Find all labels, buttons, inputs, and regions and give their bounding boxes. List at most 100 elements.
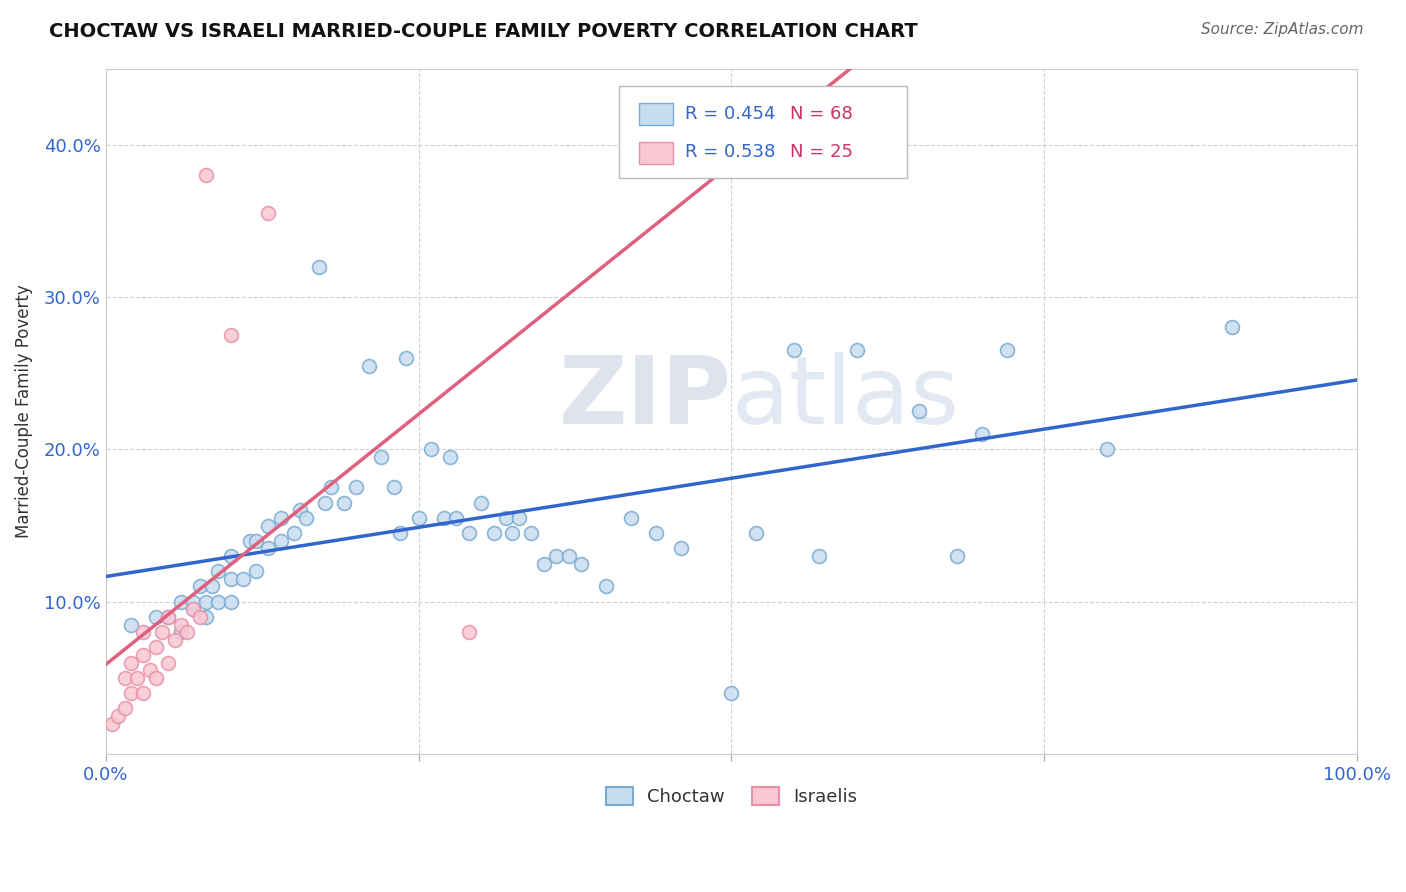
Point	[150, 625, 173, 640]
Point	[219, 572, 242, 586]
Point	[482, 526, 505, 541]
Point	[207, 595, 229, 609]
Point	[107, 709, 129, 723]
Point	[520, 526, 543, 541]
Point	[457, 625, 479, 640]
Point	[945, 549, 967, 563]
Point	[157, 610, 180, 624]
Point	[245, 533, 267, 548]
Point	[114, 671, 136, 685]
Point	[201, 579, 224, 593]
Point	[270, 533, 292, 548]
Point	[388, 526, 411, 541]
Point	[101, 716, 124, 731]
FancyBboxPatch shape	[638, 142, 672, 164]
Point	[645, 526, 668, 541]
Point	[207, 564, 229, 578]
Point	[170, 625, 193, 640]
Point	[720, 686, 742, 700]
Point	[183, 595, 205, 609]
Point	[995, 343, 1018, 358]
Point	[970, 427, 993, 442]
Point	[283, 526, 305, 541]
Text: CHOCTAW VS ISRAELI MARRIED-COUPLE FAMILY POVERTY CORRELATION CHART: CHOCTAW VS ISRAELI MARRIED-COUPLE FAMILY…	[49, 22, 918, 41]
Point	[188, 610, 211, 624]
Point	[319, 480, 342, 494]
Point	[595, 579, 617, 593]
Point	[508, 511, 530, 525]
Point	[533, 557, 555, 571]
Point	[408, 511, 430, 525]
Point	[219, 595, 242, 609]
Point	[232, 572, 254, 586]
Point	[132, 686, 155, 700]
Point	[745, 526, 768, 541]
Point	[370, 450, 392, 464]
Point	[783, 343, 806, 358]
Point	[314, 496, 336, 510]
Point	[295, 511, 318, 525]
Text: ZIP: ZIP	[558, 351, 731, 443]
Point	[219, 549, 242, 563]
Point	[157, 656, 180, 670]
Y-axis label: Married-Couple Family Poverty: Married-Couple Family Poverty	[15, 285, 32, 538]
Point	[188, 579, 211, 593]
Point	[114, 701, 136, 715]
Point	[194, 595, 217, 609]
Point	[145, 671, 167, 685]
Text: N = 68: N = 68	[790, 104, 853, 123]
Point	[132, 648, 155, 662]
Point	[1220, 320, 1243, 334]
Point	[194, 610, 217, 624]
Point	[194, 168, 217, 182]
FancyBboxPatch shape	[638, 103, 672, 126]
Point	[569, 557, 592, 571]
Point	[170, 595, 193, 609]
Point	[395, 351, 418, 365]
Point	[239, 533, 262, 548]
Point	[470, 496, 492, 510]
Point	[620, 511, 643, 525]
Point	[120, 617, 142, 632]
Point	[176, 625, 198, 640]
Point	[546, 549, 568, 563]
Point	[308, 260, 330, 274]
Text: R = 0.538: R = 0.538	[685, 143, 776, 161]
Point	[420, 442, 443, 457]
Point	[127, 671, 149, 685]
Point	[257, 541, 280, 556]
Point	[145, 610, 167, 624]
Text: N = 25: N = 25	[790, 143, 853, 161]
Point	[344, 480, 367, 494]
Point	[495, 511, 517, 525]
Point	[183, 602, 205, 616]
Point	[501, 526, 523, 541]
Point	[132, 625, 155, 640]
FancyBboxPatch shape	[619, 86, 907, 178]
Point	[145, 640, 167, 655]
Point	[157, 610, 180, 624]
Point	[671, 541, 693, 556]
Point	[163, 632, 186, 647]
Point	[439, 450, 461, 464]
Text: Source: ZipAtlas.com: Source: ZipAtlas.com	[1201, 22, 1364, 37]
Point	[808, 549, 831, 563]
Point	[245, 564, 267, 578]
Point	[845, 343, 868, 358]
Point	[433, 511, 456, 525]
Point	[1095, 442, 1118, 457]
Point	[288, 503, 311, 517]
Point	[257, 518, 280, 533]
Point	[382, 480, 405, 494]
Point	[457, 526, 479, 541]
Point	[257, 206, 280, 220]
Legend: Choctaw, Israelis: Choctaw, Israelis	[599, 780, 865, 814]
Point	[332, 496, 354, 510]
Point	[183, 602, 205, 616]
Point	[120, 686, 142, 700]
Text: R = 0.454: R = 0.454	[685, 104, 776, 123]
Point	[219, 328, 242, 343]
Point	[270, 511, 292, 525]
Point	[444, 511, 467, 525]
Point	[558, 549, 581, 563]
